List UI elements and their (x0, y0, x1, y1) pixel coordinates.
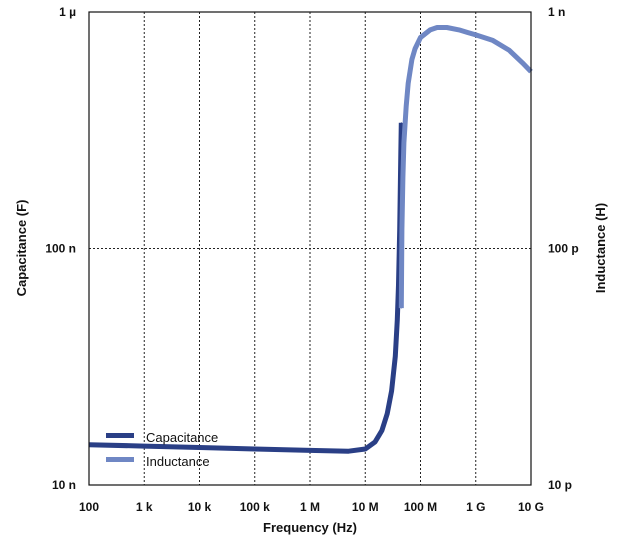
x-tick-label-4: 1 M (300, 500, 320, 514)
tick-layer: 100 1 k 10 k 100 k 1 M 10 M 100 M 1 G 10 G 10 n 10… (45, 5, 578, 514)
y-tick-label-1: 100 n (45, 242, 76, 256)
series-point-capacitance-9 (386, 413, 388, 415)
series-point-inductance-3 (403, 142, 405, 144)
series-point-inductance-0 (400, 307, 402, 309)
series-point-inductance-4 (405, 105, 407, 107)
x-tick-label-7: 1 G (466, 500, 485, 514)
legend-swatch-capacitance (106, 433, 134, 438)
x-tick-label-8: 10 G (518, 500, 544, 514)
series-point-inductance-7 (414, 48, 416, 50)
x-tick-label-2: 10 k (188, 500, 212, 514)
series-point-capacitance-12 (396, 319, 398, 321)
x-tick-label-1: 1 k (136, 500, 153, 514)
series-point-inductance-1 (401, 229, 403, 231)
y-axis-title: Capacitance (F) (14, 200, 29, 297)
y2-axis-title: Inductance (H) (593, 203, 608, 293)
series-point-inductance-15 (491, 39, 493, 41)
legend-label-capacitance: Capacitance (146, 430, 218, 445)
series-point-inductance-6 (411, 59, 413, 60)
series-point-capacitance-2 (199, 447, 200, 448)
x-tick-label-0: 100 (79, 500, 99, 514)
x-tick-label-5: 10 M (352, 500, 379, 514)
y-tick-label-0: 10 n (52, 478, 76, 492)
series-point-inductance-2 (402, 176, 404, 178)
series-point-inductance-9 (429, 29, 431, 31)
series-point-inductance-17 (521, 62, 523, 64)
series-point-inductance-11 (446, 27, 448, 28)
series-point-inductance-14 (475, 34, 477, 36)
series-point-inductance-8 (420, 37, 421, 38)
legend: Capacitance Inductance (106, 430, 218, 469)
legend-label-inductance: Inductance (146, 454, 210, 469)
series-point-inductance-12 (458, 29, 460, 31)
series-point-inductance-13 (466, 31, 468, 33)
series-point-capacitance-11 (394, 355, 396, 357)
series-layer (88, 25, 533, 454)
y-tick-label-2: 1 µ (59, 5, 76, 19)
legend-swatch-inductance (106, 457, 134, 462)
y2-tick-label-0: 10 p (548, 478, 572, 492)
y2-tick-label-2: 1 n (548, 5, 565, 19)
series-line-capacitance (88, 122, 404, 454)
x-tick-label-6: 100 M (404, 500, 437, 514)
series-point-capacitance-15 (400, 153, 402, 155)
x-tick-label-3: 100 k (240, 500, 270, 514)
series-point-capacitance-13 (398, 284, 399, 286)
series-point-inductance-10 (436, 27, 438, 28)
series-point-inductance-16 (508, 49, 510, 51)
series-point-capacitance-1 (143, 445, 145, 447)
series-point-capacitance-8 (381, 430, 383, 431)
series-point-capacitance-6 (364, 448, 366, 450)
series-point-capacitance-7 (374, 441, 376, 443)
series-point-capacitance-3 (254, 448, 256, 450)
grid-layer (89, 12, 531, 485)
series-point-capacitance-4 (309, 449, 311, 451)
plot-frame (88, 11, 532, 486)
series-point-capacitance-5 (348, 450, 350, 452)
series-point-inductance-5 (407, 82, 409, 84)
series-point-capacitance-16 (400, 122, 402, 124)
x-axis-title: Frequency (Hz) (263, 520, 357, 535)
series-point-capacitance-10 (391, 390, 393, 392)
y2-tick-label-1: 100 p (548, 242, 579, 256)
